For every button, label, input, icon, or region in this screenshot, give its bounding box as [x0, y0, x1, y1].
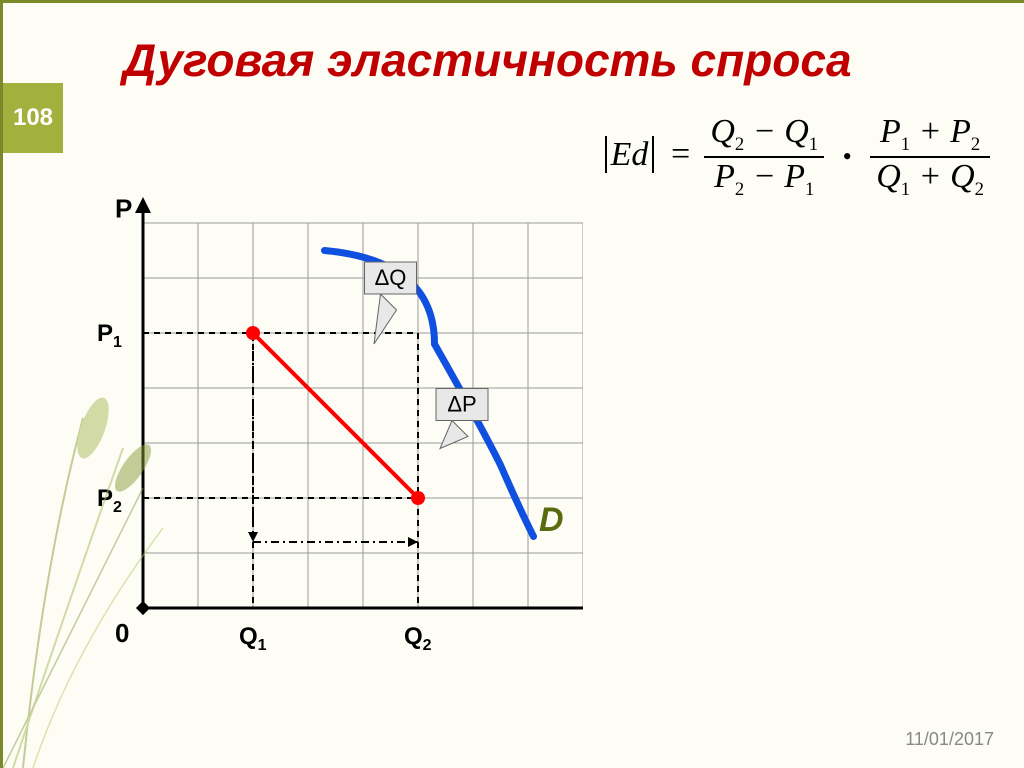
- slide-date: 11/01/2017: [905, 729, 994, 750]
- slide-title: Дуговая эластичность спроса: [123, 33, 852, 87]
- leaf-decoration: [3, 368, 183, 768]
- page-number-tab: 108: [3, 83, 63, 153]
- svg-text:Q1: Q1: [239, 623, 267, 654]
- svg-text:Q2: Q2: [404, 623, 432, 654]
- svg-text:P: P: [115, 194, 132, 224]
- elasticity-formula: Ed = Q2 − Q1 P2 − P1 • P1 + P2 Q1 + Q2: [605, 113, 994, 201]
- svg-text:D: D: [539, 501, 564, 539]
- svg-text:P1: P1: [97, 320, 122, 351]
- svg-text:ΔP: ΔP: [447, 392, 476, 417]
- svg-text:ΔQ: ΔQ: [375, 265, 407, 290]
